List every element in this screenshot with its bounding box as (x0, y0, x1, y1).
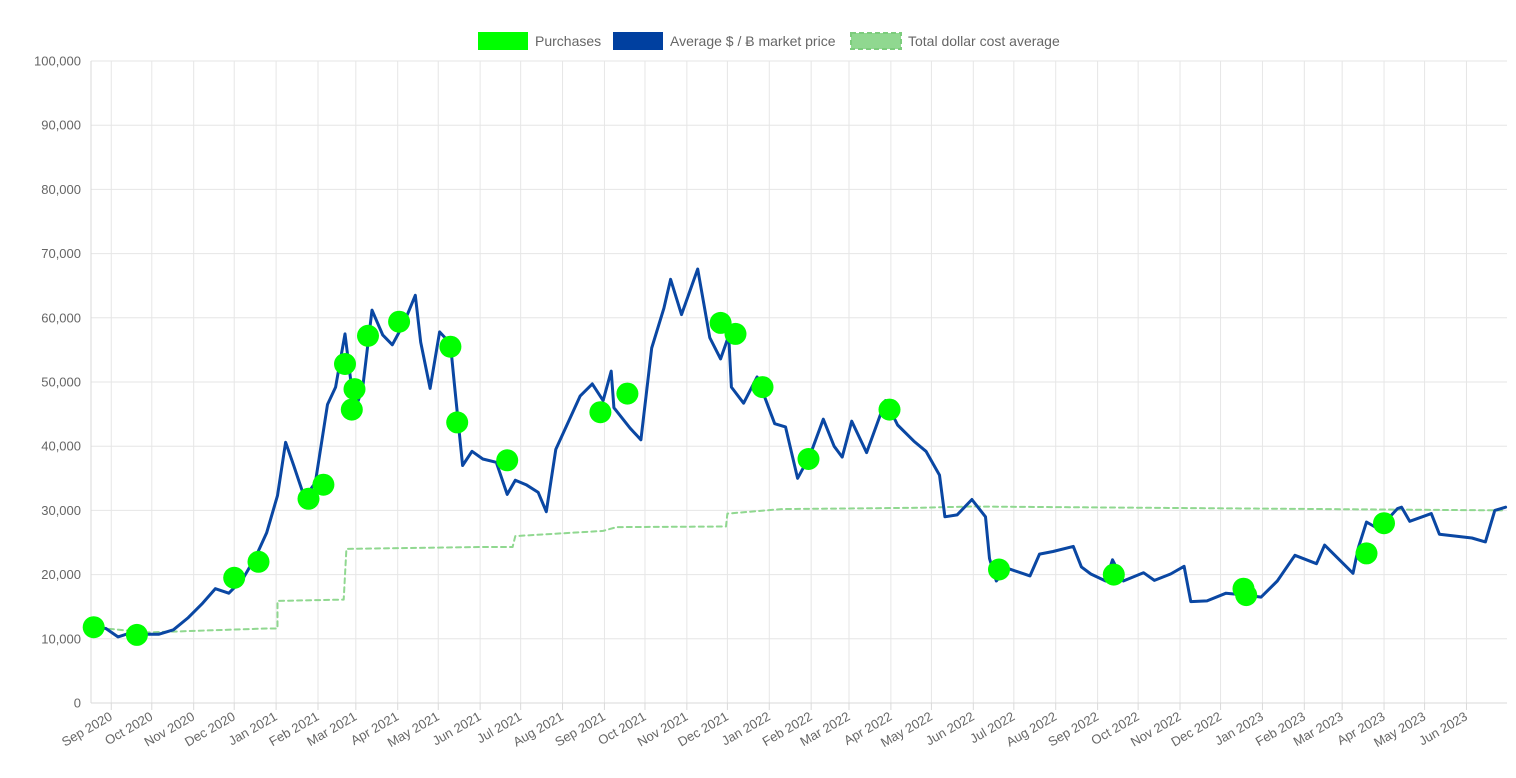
x-tick-label: Jun 2021 (430, 709, 484, 749)
purchase-point[interactable] (1102, 563, 1125, 586)
purchase-point[interactable] (357, 324, 379, 347)
legend-swatch-purchases (478, 32, 528, 50)
y-tick-label: 20,000 (41, 567, 81, 582)
purchase-point[interactable] (797, 448, 820, 470)
legend-label-market-price: Average $ / Ƀ market price (670, 33, 836, 49)
purchase-point[interactable] (589, 401, 612, 424)
purchase-point[interactable] (446, 411, 469, 434)
purchase-point[interactable] (82, 616, 105, 639)
purchase-point[interactable] (388, 310, 411, 333)
purchase-point[interactable] (297, 487, 320, 510)
series-layer (89, 267, 1508, 639)
purchase-point[interactable] (340, 398, 363, 421)
x-tick-label: Jun 2022 (923, 709, 977, 749)
purchase-point[interactable] (1355, 542, 1378, 565)
y-tick-label: 80,000 (41, 182, 81, 197)
purchase-point[interactable] (312, 473, 335, 496)
legend-item-dollar-cost-average[interactable]: Total dollar cost average (850, 32, 1060, 50)
y-tick-label: 100,000 (34, 54, 81, 69)
purchase-point[interactable] (343, 378, 366, 401)
y-tick-label: 60,000 (41, 310, 81, 325)
purchase-point[interactable] (496, 449, 519, 472)
y-tick-label: 10,000 (41, 631, 81, 646)
legend-label-purchases: Purchases (535, 33, 601, 49)
y-tick-label: 50,000 (41, 375, 81, 390)
y-tick-label: 70,000 (41, 246, 81, 261)
legend-swatch-market-price (613, 32, 663, 50)
legend-label-dollar-cost-average: Total dollar cost average (908, 33, 1060, 49)
legend-swatch-dollar-cost-average (850, 32, 902, 50)
y-tick-label: 30,000 (41, 503, 81, 518)
purchase-point[interactable] (878, 398, 901, 421)
purchase-point[interactable] (247, 550, 270, 573)
purchase-point[interactable] (988, 558, 1010, 581)
legend-item-market-price[interactable]: Average $ / Ƀ market price (613, 32, 836, 50)
purchase-point[interactable] (616, 382, 639, 405)
series-line-market-price (89, 267, 1508, 639)
y-tick-label: 90,000 (41, 118, 81, 133)
purchase-point[interactable] (334, 353, 356, 375)
y-tick-label: 0 (74, 696, 81, 711)
purchase-point[interactable] (223, 566, 246, 589)
y-axis: 0 10,000 20,000 30,000 40,000 50,000 60,000 70,… (34, 54, 81, 711)
purchase-points (82, 310, 1395, 646)
x-tick-label: Jun 2023 (1416, 709, 1470, 749)
legend: Purchases Average $ / Ƀ market price Tot… (478, 32, 1060, 50)
purchase-point[interactable] (439, 335, 462, 358)
purchase-point[interactable] (1373, 512, 1395, 535)
y-tick-label: 40,000 (41, 439, 81, 454)
grid (90, 60, 1507, 704)
series-line-dollar-cost-average (90, 505, 1507, 634)
purchase-point[interactable] (724, 322, 747, 345)
purchase-point[interactable] (751, 376, 774, 399)
legend-item-purchases[interactable]: Purchases (478, 32, 601, 50)
purchase-point[interactable] (1235, 584, 1258, 607)
purchase-point[interactable] (125, 623, 148, 646)
